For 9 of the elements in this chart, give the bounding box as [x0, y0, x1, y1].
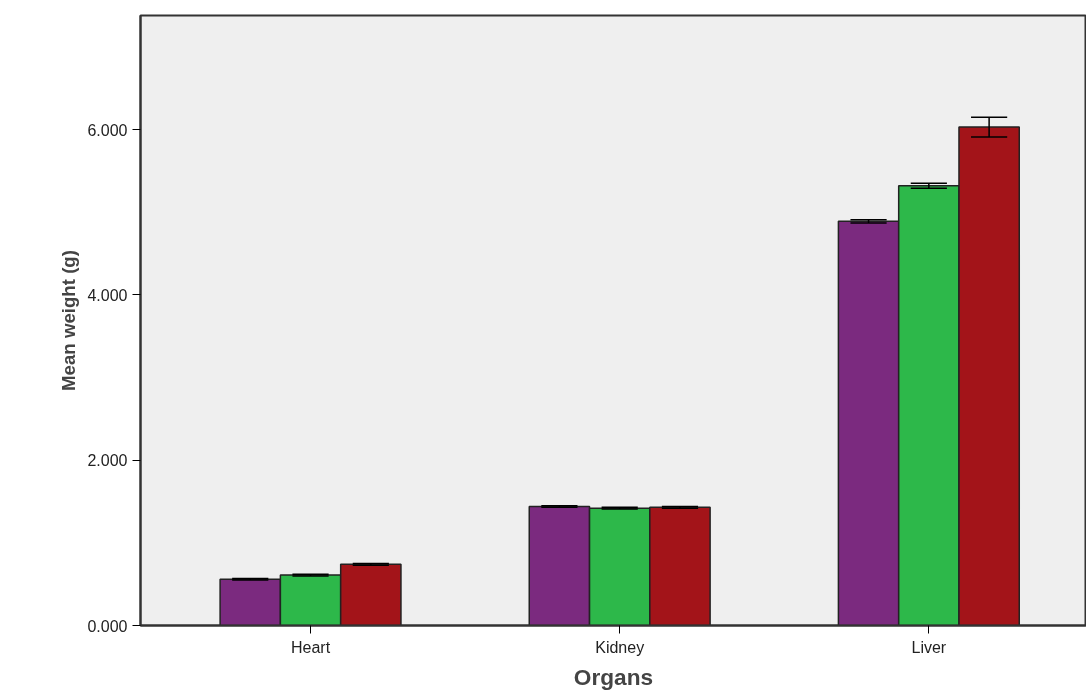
x-tick-label: Liver [911, 638, 947, 656]
x-axis-title: Organs [573, 663, 654, 690]
y-tick-label: 2.000 [87, 452, 128, 470]
y-tick-label: 4.000 [87, 286, 128, 304]
y-tick-label: 6.000 [87, 121, 128, 139]
y-axis-title: Mean weight (g) [58, 250, 80, 391]
x-tick-label: Kidney [595, 638, 645, 656]
y-tick-label: 0.000 [87, 617, 128, 635]
x-tick-label: Heart [290, 638, 331, 656]
